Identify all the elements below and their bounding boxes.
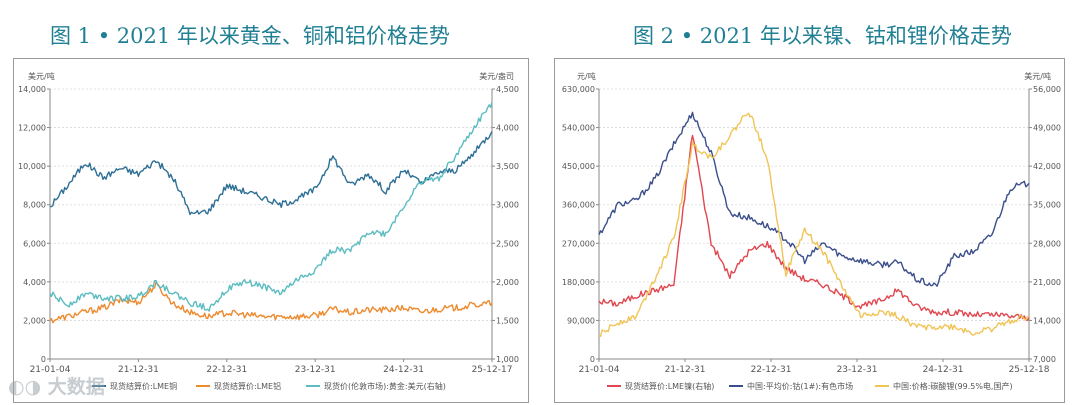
left-tick-label: 540,000 (562, 124, 595, 133)
left-tick-label: 12,000 (18, 124, 46, 133)
series-line-gold (49, 101, 493, 312)
right-tick-label: 42,000 (1033, 162, 1061, 171)
left-tick-label: 6,000 (23, 239, 46, 248)
x-tick-label: 24-12-31 (923, 365, 964, 375)
right-tick-label: 4,000 (496, 124, 519, 133)
legend-label: 现货价(伦敦市场):黄金:美元(右轴) (324, 381, 446, 391)
legend-label: 中国:价格:碳酸锂(99.5%电,国产) (893, 381, 1013, 391)
x-tick-label: 21-12-31 (665, 365, 706, 375)
right-tick-label: 2,500 (496, 239, 519, 248)
series-line-cobalt (598, 111, 1030, 287)
series-line-lithium (598, 112, 1030, 338)
legend-label: 现货结算价:LME镍(右轴) (625, 381, 714, 391)
series-line-nickel (598, 134, 1030, 322)
x-tick-label: 25-12-18 (1009, 365, 1050, 375)
series-line-copper (50, 131, 493, 216)
x-tick-label: 21-01-04 (30, 365, 71, 375)
chart-2-svg: 0 7,000 90,000 14,000 180,000 21,000 270,000 28… (562, 71, 1061, 391)
right-tick-label: 7,000 (1033, 355, 1056, 364)
x-tick-label: 25-12-17 (472, 365, 513, 375)
x-tick-label: 24-12-31 (383, 365, 424, 375)
x-tick-label: 21-12-31 (118, 365, 159, 375)
watermark-logo: ◐◑ 大数据 (8, 376, 105, 398)
left-tick-label: 0 (41, 355, 46, 364)
right-tick-label: 4,500 (496, 85, 519, 94)
legend-label: 现货结算价:LME铜 (110, 381, 177, 391)
right-unit-label: 美元/盎司 (479, 71, 514, 81)
x-tick-label: 23-12-31 (837, 365, 878, 375)
x-tick-label: 21-01-04 (579, 365, 620, 375)
left-unit-label: 元/吨 (577, 71, 596, 81)
right-tick-label: 28,000 (1033, 239, 1061, 248)
left-tick-label: 2,000 (23, 316, 46, 325)
left-tick-label: 630,000 (562, 85, 595, 94)
chart-1-svg: 0 1,000 2,000 1,500 4,000 2,000 6,000 2,500 8,00… (18, 71, 519, 391)
left-tick-label: 14,000 (18, 85, 46, 94)
right-tick-label: 21,000 (1033, 278, 1061, 287)
left-tick-label: 8,000 (23, 201, 46, 210)
right-tick-label: 14,000 (1033, 316, 1061, 325)
right-tick-label: 3,500 (496, 162, 519, 171)
legend-label: 中国:平均价:钴(1#):有色市场 (747, 381, 853, 391)
left-tick-label: 4,000 (23, 278, 46, 287)
left-tick-label: 90,000 (567, 316, 595, 325)
left-tick-label: 360,000 (562, 201, 595, 210)
left-tick-label: 270,000 (562, 239, 595, 248)
x-tick-label: 22-12-31 (751, 365, 792, 375)
x-tick-label: 22-12-31 (206, 365, 247, 375)
legend-label: 现货结算价:LME铝 (214, 381, 281, 391)
right-tick-label: 49,000 (1033, 124, 1061, 133)
left-tick-label: 10,000 (18, 162, 46, 171)
right-tick-label: 56,000 (1033, 85, 1061, 94)
right-tick-label: 2,000 (496, 278, 519, 287)
right-tick-label: 1,000 (496, 355, 519, 364)
right-unit-label: 美元/吨 (1024, 71, 1051, 81)
chart-panel-1: 0 1,000 2,000 1,500 4,000 2,000 6,000 2,500 8,00… (13, 58, 529, 403)
left-tick-label: 180,000 (562, 278, 595, 287)
right-tick-label: 3,000 (496, 201, 519, 210)
series-line-aluminum (49, 281, 493, 324)
figure1-title: 图 1 • 2021 年以来黄金、铜和铝价格走势 (50, 24, 450, 48)
left-unit-label: 美元/吨 (28, 71, 55, 81)
left-tick-label: 0 (590, 355, 595, 364)
figure2-title: 图 2 • 2021 年以来镍、钴和锂价格走势 (633, 24, 1012, 48)
left-tick-label: 450,000 (562, 162, 595, 171)
x-tick-label: 23-12-31 (295, 365, 336, 375)
right-tick-label: 1,500 (496, 316, 519, 325)
chart-panel-2: 0 7,000 90,000 14,000 180,000 21,000 270,000 28… (554, 58, 1065, 403)
right-tick-label: 35,000 (1033, 201, 1061, 210)
